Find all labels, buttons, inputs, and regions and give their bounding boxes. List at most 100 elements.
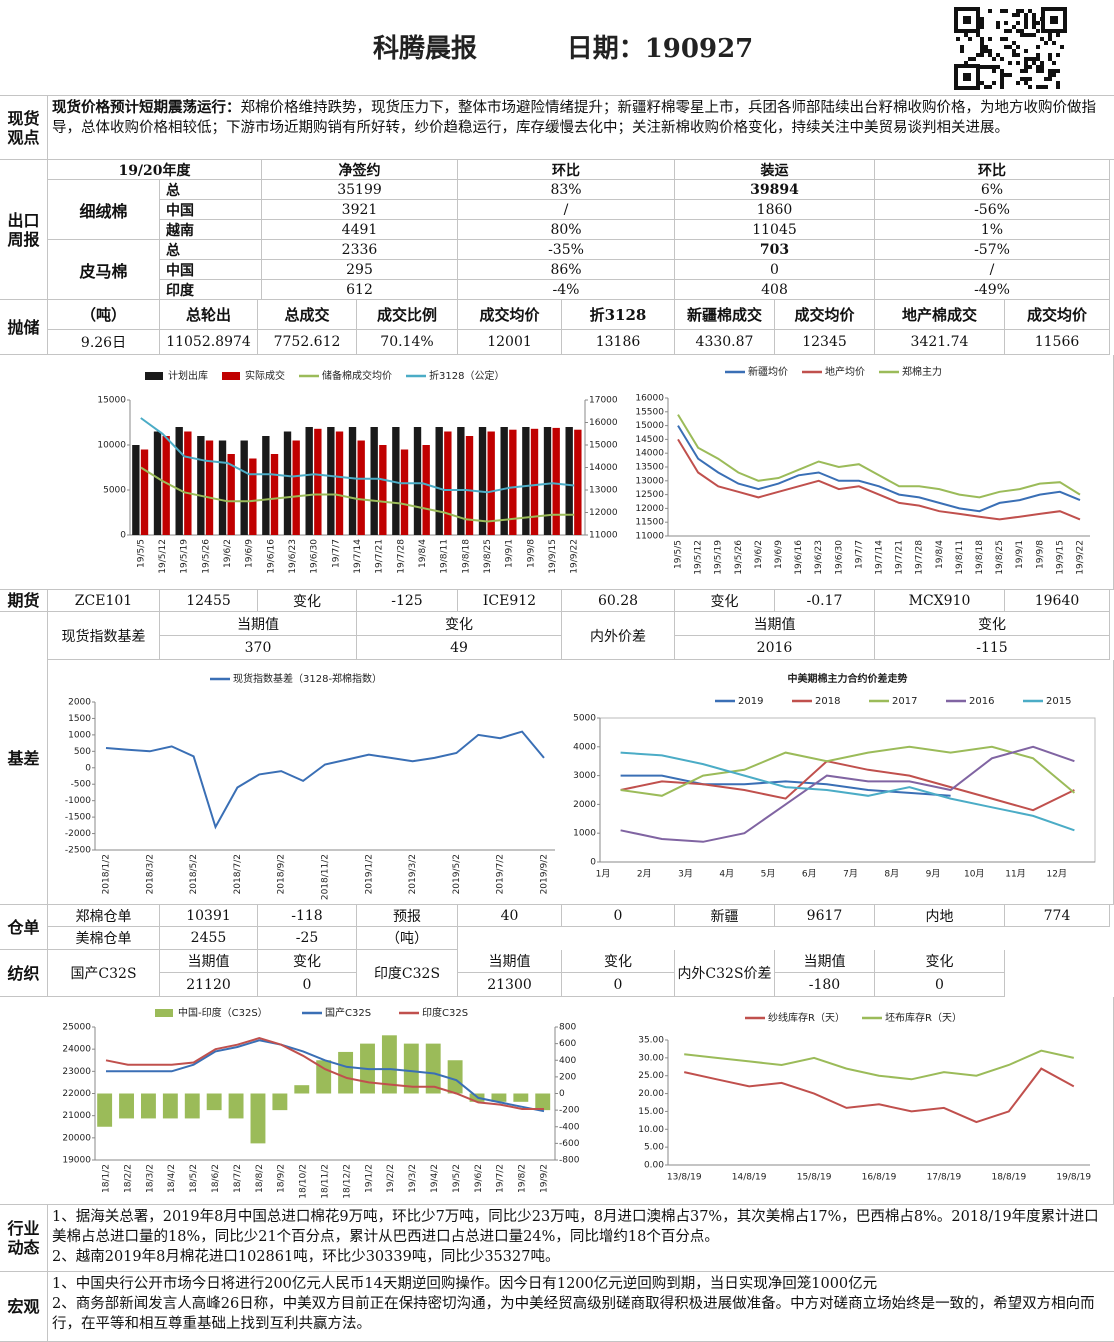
table-cell: 2016 [675, 636, 875, 660]
y-tick-label: 500 [74, 747, 91, 757]
bar [162, 436, 170, 535]
qr-dot [1056, 53, 1060, 57]
table-cell: 0 [562, 973, 675, 997]
qr-dot [1044, 77, 1048, 81]
x-tick-label: 19/7/28 [915, 540, 925, 575]
x-tick-label: 19/9/15 [1055, 540, 1065, 575]
section-label: 行业动态 [0, 1205, 48, 1272]
table-cell: 40 [458, 905, 562, 927]
x-tick-label: 2018/1/2 [101, 854, 111, 894]
x-tick-label: 11月 [1005, 869, 1025, 880]
qr-dot [980, 17, 984, 21]
legend-label: 2019 [738, 696, 763, 707]
qr-dot [1016, 61, 1020, 65]
table-cell: -35% [458, 240, 675, 260]
y-tick-label: 11000 [635, 532, 664, 542]
table-cell: ZCE101 [48, 590, 160, 612]
table-cell: 新疆棉成交 [675, 300, 775, 330]
table-cell: 变化 [675, 590, 775, 612]
legend-label: 2016 [969, 696, 994, 707]
qr-dot [1012, 53, 1016, 57]
qr-dot [1052, 41, 1056, 45]
bar [132, 445, 140, 535]
y-tick-label: 1000 [68, 730, 91, 740]
table-cell: 2455 [160, 927, 258, 950]
x-tick-label: 12月 [1047, 869, 1067, 880]
legend-swatch [222, 372, 240, 380]
section-label: 纺织 [0, 950, 48, 997]
table-cell: 11052.8974 [160, 330, 258, 355]
qr-dot [1024, 17, 1028, 21]
table-cell: -57% [875, 240, 1110, 260]
x-tick-label: 19/9/22 [570, 539, 580, 574]
qr-dot [984, 49, 988, 53]
series-line [620, 751, 1075, 832]
qr-dot [1024, 25, 1028, 29]
table-cell: 总成交 [258, 300, 357, 330]
bar [422, 445, 430, 535]
table-cell: 39894 [675, 180, 875, 200]
y-tick-label: 15000 [635, 421, 664, 431]
y-tick-label: -400 [559, 1122, 580, 1132]
header [0, 0, 1114, 96]
qr-dot [1024, 33, 1028, 37]
x-tick-label: 3月 [678, 869, 693, 880]
table-cell: 12001 [458, 330, 562, 355]
bar [228, 1093, 244, 1119]
y-tick-label: -1500 [65, 813, 91, 823]
legend-label: 实际成交 [245, 369, 285, 382]
bar [403, 1043, 419, 1094]
y-tick-label: 23000 [62, 1067, 91, 1077]
qr-dot [1000, 37, 1004, 41]
legend-label: 2015 [1046, 696, 1071, 707]
x-tick-label: 19/2/2 [386, 1164, 396, 1193]
x-tick-label: 14/8/19 [732, 1173, 767, 1183]
bar [153, 431, 162, 535]
x-tick-label: 19/5/26 [734, 540, 744, 575]
bar [250, 1093, 266, 1144]
qr-dot [1048, 69, 1052, 73]
qr-dot [1008, 45, 1012, 49]
bar [162, 1093, 178, 1119]
bar [119, 1093, 134, 1119]
table-cell: 折3128 [562, 300, 675, 330]
qr-dot [960, 49, 964, 53]
x-tick-label: 19/8/4 [935, 540, 945, 569]
qr-dot [960, 45, 964, 49]
qr-dot [1020, 9, 1024, 13]
qr-dot [1024, 57, 1028, 61]
qr-dot [1056, 81, 1060, 85]
y-tick-label: 16000 [635, 394, 664, 404]
qr-dot [1032, 17, 1036, 21]
y-tick-label: 5000 [103, 486, 126, 496]
y-tick-label: -600 [559, 1139, 580, 1149]
table-cell: 7752.612 [258, 330, 357, 355]
qr-dot [980, 21, 984, 25]
bar [392, 427, 400, 535]
bar [491, 1093, 507, 1102]
x-tick-label: 19/7/28 [396, 539, 406, 574]
qr-dot [980, 81, 984, 85]
bar [294, 1085, 310, 1094]
y-tick-label: 5000 [573, 714, 596, 724]
x-tick-label: 18/8/19 [991, 1173, 1026, 1183]
x-tick-label: 2019/3/2 [408, 854, 418, 894]
table-cell: 总轮出 [160, 300, 258, 330]
x-tick-label: 18/5/2 [189, 1164, 199, 1193]
qr-dot [988, 49, 992, 53]
bar [530, 428, 539, 535]
legend-label: 2017 [892, 696, 917, 707]
bar [240, 440, 248, 535]
x-tick-label: 19/7/14 [875, 540, 885, 575]
table-cell: 295 [262, 260, 458, 280]
x-tick-label: 2019/7/2 [496, 854, 506, 894]
x-tick-label: 7月 [843, 869, 858, 880]
y-tick-label: -800 [559, 1156, 580, 1166]
x-tick-label: 18/11/2 [321, 1164, 331, 1199]
x-tick-label: 19/7/7 [331, 539, 341, 568]
bar [552, 427, 560, 535]
x-tick-label: 19/9/2 [540, 1164, 550, 1193]
table-cell: 变化 [562, 950, 675, 973]
y-tick-label: 13500 [635, 463, 664, 473]
